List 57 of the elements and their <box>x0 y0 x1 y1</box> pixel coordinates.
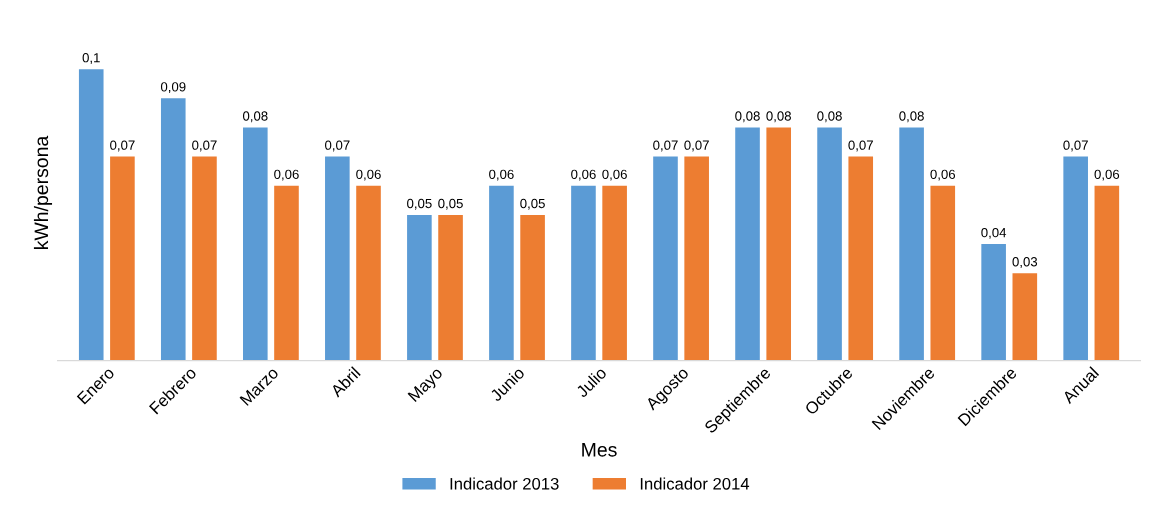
bar <box>602 185 627 361</box>
data-label: 0,07 <box>325 140 350 152</box>
bar <box>356 185 381 361</box>
data-label: 0,05 <box>407 198 432 210</box>
legend-label: Indicador 2014 <box>640 477 750 490</box>
bar <box>981 244 1006 361</box>
data-label: 0,04 <box>981 227 1007 239</box>
bar <box>160 98 186 361</box>
bar <box>817 127 842 361</box>
data-label: 0,08 <box>817 111 842 123</box>
bar <box>407 214 432 361</box>
data-label: 0,07 <box>653 140 678 152</box>
bar <box>489 185 514 361</box>
data-label: 0,07 <box>848 140 873 152</box>
data-label: 0,06 <box>571 169 596 181</box>
x-axis-title: Mes <box>582 443 617 457</box>
bar <box>1063 156 1088 361</box>
data-label: 0,1 <box>82 53 100 64</box>
data-label: 0,08 <box>899 111 924 123</box>
y-axis-title: kWh/persona <box>33 135 53 250</box>
data-label: 0,08 <box>766 111 791 123</box>
bar <box>438 214 463 361</box>
bar <box>766 127 792 361</box>
bar <box>930 185 956 361</box>
data-label: 0,06 <box>930 169 956 181</box>
bar <box>684 156 709 361</box>
bar <box>1012 273 1038 361</box>
data-label: 0,07 <box>684 140 709 152</box>
bar <box>243 127 268 361</box>
data-label: 0,08 <box>242 111 268 123</box>
data-label: 0,05 <box>520 198 545 210</box>
bar <box>1094 185 1120 361</box>
data-label: 0,07 <box>1063 140 1088 152</box>
bar <box>110 156 135 361</box>
data-label: 0,07 <box>110 140 135 152</box>
data-label: 0,06 <box>356 169 381 181</box>
bar <box>571 185 596 361</box>
bar <box>520 214 545 361</box>
bar <box>325 156 350 361</box>
data-label: 0,08 <box>735 111 760 123</box>
bar <box>653 156 678 361</box>
legend-label: Indicador 2013 <box>450 477 559 490</box>
data-label: 0,07 <box>192 140 217 152</box>
data-label: 0,09 <box>160 82 186 94</box>
bar <box>848 156 874 361</box>
bar <box>192 156 217 361</box>
bar <box>274 185 299 361</box>
data-label: 0,06 <box>274 169 299 181</box>
data-label: 0,03 <box>1012 257 1038 268</box>
data-label: 0,06 <box>602 169 627 181</box>
bar <box>735 127 760 361</box>
data-label: 0,06 <box>1094 169 1120 181</box>
bar <box>78 69 104 361</box>
bar <box>899 127 924 361</box>
data-label: 0,05 <box>438 198 463 210</box>
x-tick-label: Julio <box>574 366 608 399</box>
data-label: 0,06 <box>489 169 514 181</box>
